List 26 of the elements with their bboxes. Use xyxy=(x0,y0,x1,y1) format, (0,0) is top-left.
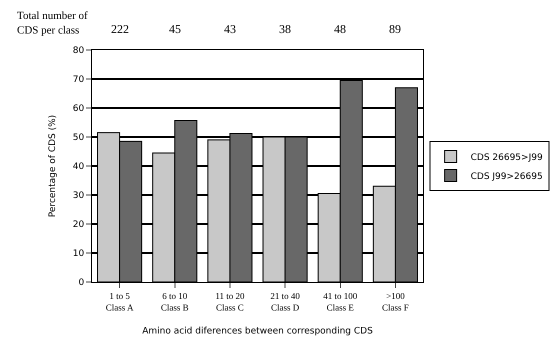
text: 89 xyxy=(389,22,401,36)
x-tick-label: 6 to 10 Class B xyxy=(160,290,189,312)
y-tick-label: 30 xyxy=(72,191,84,202)
y-tick-label: 50 xyxy=(72,133,84,144)
y-tick-label: 40 xyxy=(72,162,84,172)
text: 38 xyxy=(279,22,291,36)
x-tick-label: 1 to 5 Class A xyxy=(106,290,134,312)
x-axis-title: Amino acid diferences between corresponding CDS xyxy=(142,326,374,336)
y-tick-label: 0 xyxy=(78,278,84,288)
text: 43 xyxy=(224,22,236,36)
text: 222 xyxy=(111,22,129,36)
y-tick-label: 10 xyxy=(72,249,84,260)
legend-label: CDS 26695>J99 xyxy=(470,153,543,164)
y-tick-label: 20 xyxy=(72,220,84,230)
x-tick-label: 41 to 100 Class E xyxy=(323,290,358,312)
x-tick-label: 21 to 40 Class D xyxy=(270,290,300,312)
legend-label: CDS J99>26695 xyxy=(470,172,543,182)
y-tick-label: 80 xyxy=(72,46,84,56)
y-tick-label: 70 xyxy=(72,75,84,86)
text: 48 xyxy=(334,22,346,36)
y-axis-title: Percentage of CDS (%) xyxy=(48,114,58,218)
x-tick-label: >100 Class F xyxy=(382,290,409,312)
text: Total number of CDS per class xyxy=(17,10,88,36)
x-tick-label: 11 to 20 Class C xyxy=(215,290,245,312)
text: 45 xyxy=(169,22,181,36)
y-tick-label: 60 xyxy=(72,104,84,114)
